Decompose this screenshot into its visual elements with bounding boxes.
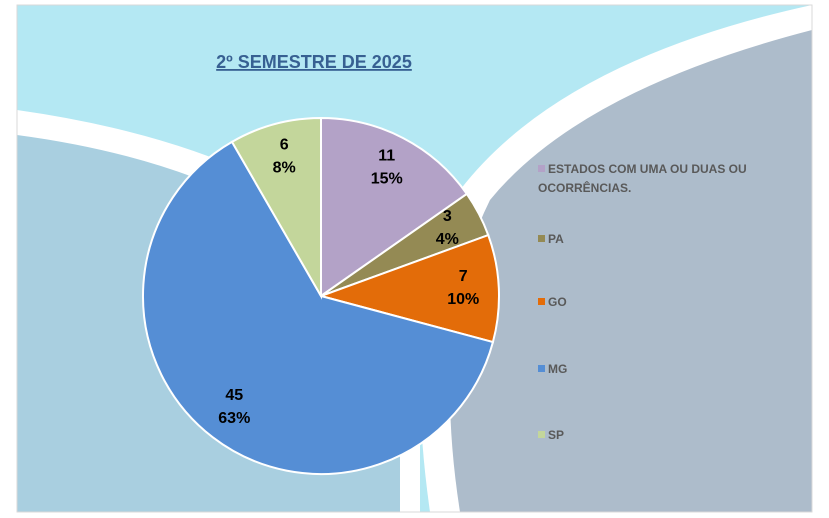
legend-label: MG xyxy=(548,362,568,376)
pie-slice xyxy=(320,116,469,298)
legend-item: PA xyxy=(538,230,798,249)
percent-label: 4% xyxy=(436,231,459,248)
legend-swatch xyxy=(538,165,545,172)
legend-label: ESTADOS COM UMA OU DUAS OU OCORRÊNCIAS. xyxy=(538,162,747,195)
percent-label: 63% xyxy=(218,410,250,427)
data-label: 3 xyxy=(443,208,452,225)
legend-item: SP xyxy=(538,426,798,445)
chart-title: 2º SEMESTRE DE 2025 xyxy=(216,52,412,72)
legend-swatch xyxy=(538,431,545,438)
chart-border xyxy=(16,4,813,513)
data-label: 7 xyxy=(459,268,468,285)
legend-item: GO xyxy=(538,293,798,312)
percent-label: 15% xyxy=(371,171,403,188)
legend-item: ESTADOS COM UMA OU DUAS OU OCORRÊNCIAS. xyxy=(538,160,798,198)
data-label: 6 xyxy=(280,136,289,153)
pie-slice xyxy=(142,140,495,475)
legend-label: GO xyxy=(548,295,567,309)
legend-item: MG xyxy=(538,360,798,379)
legend-label: SP xyxy=(548,428,565,442)
legend-swatch xyxy=(538,365,545,372)
legend-label: PA xyxy=(548,232,564,246)
pie-slice xyxy=(230,116,322,300)
pie-slice xyxy=(317,233,500,344)
percent-label: 10% xyxy=(447,291,479,308)
data-label: 45 xyxy=(225,387,243,404)
legend-swatch xyxy=(538,298,545,305)
percent-label: 8% xyxy=(273,159,296,176)
data-label: 11 xyxy=(378,148,395,165)
legend-swatch xyxy=(538,235,545,242)
